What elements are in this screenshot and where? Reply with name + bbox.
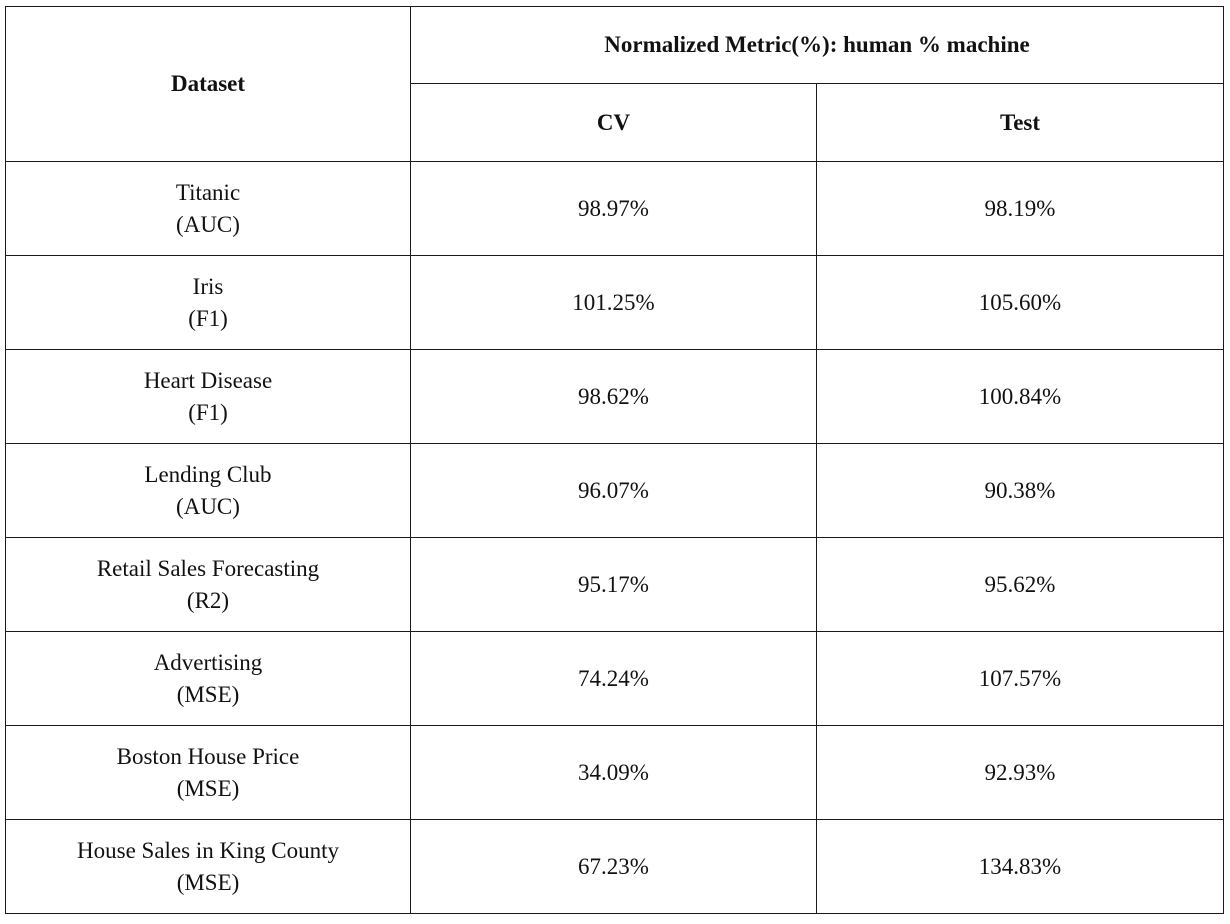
test-value: 92.93% (815, 725, 1225, 820)
test-value: 98.19% (815, 161, 1225, 256)
dataset-name: Titanic (175, 179, 241, 205)
dataset-cell: Retail Sales Forecasting (R2) (5, 537, 411, 632)
dataset-cell: Lending Club (AUC) (5, 443, 411, 538)
table-row: Titanic (AUC) 98.97% 98.19% (5, 161, 1225, 256)
dataset-cell: House Sales in King County (MSE) (5, 819, 411, 914)
header-row-2: CV Test (6, 83, 1225, 162)
test-value: 105.60% (815, 255, 1225, 350)
table-row: Retail Sales Forecasting (R2) 95.17% 95.… (5, 537, 1225, 632)
results-table: Dataset Normalized Metric(%): human % ma… (5, 6, 1225, 914)
dataset-cell: Titanic (AUC) (5, 161, 411, 256)
dataset-header: Dataset (5, 6, 411, 162)
test-value: 107.57% (815, 631, 1225, 726)
dataset-metric: (F1) (188, 399, 228, 425)
dataset-cell: Iris (F1) (5, 255, 411, 350)
test-header: Test (815, 83, 1225, 162)
test-value: 134.83% (815, 819, 1225, 914)
cv-value: 74.24% (410, 631, 817, 726)
table-row: Lending Club (AUC) 96.07% 90.38% (5, 443, 1225, 538)
cv-value: 95.17% (410, 537, 817, 632)
cv-value: 98.62% (410, 349, 817, 444)
dataset-name: Heart Disease (143, 367, 273, 393)
table-row: Boston House Price (MSE) 34.09% 92.93% (5, 725, 1225, 820)
dataset-name: Lending Club (144, 461, 272, 487)
dataset-metric: (MSE) (176, 681, 240, 707)
header-row-1: Dataset Normalized Metric(%): human % ma… (5, 6, 1225, 162)
cv-value: 98.97% (410, 161, 817, 256)
test-value: 95.62% (815, 537, 1225, 632)
dataset-name: Boston House Price (116, 743, 300, 769)
table-row: Heart Disease (F1) 98.62% 100.84% (5, 349, 1225, 444)
dataset-cell: Boston House Price (MSE) (5, 725, 411, 820)
test-value: 100.84% (815, 349, 1225, 444)
dataset-metric: (R2) (186, 587, 230, 613)
test-value: 90.38% (815, 443, 1225, 538)
cv-value: 96.07% (410, 443, 817, 538)
dataset-name: Advertising (153, 649, 263, 675)
dataset-name: Retail Sales Forecasting (96, 555, 320, 581)
dataset-metric: (AUC) (176, 493, 240, 519)
dataset-metric: (MSE) (176, 869, 240, 895)
dataset-cell: Advertising (MSE) (5, 631, 411, 726)
table-row: House Sales in King County (MSE) 67.23% … (5, 819, 1225, 914)
cv-value: 101.25% (410, 255, 817, 350)
table-row: Iris (F1) 101.25% 105.60% (5, 255, 1225, 350)
cv-value: 67.23% (410, 819, 817, 914)
dataset-metric: (F1) (188, 305, 228, 331)
dataset-name: House Sales in King County (77, 837, 339, 863)
dataset-metric: (MSE) (176, 775, 240, 801)
table-row: Advertising (MSE) 74.24% 107.57% (5, 631, 1225, 726)
dataset-name: Iris (192, 273, 224, 299)
cv-value: 34.09% (410, 725, 817, 820)
dataset-metric: (AUC) (176, 211, 240, 237)
dataset-cell: Heart Disease (F1) (5, 349, 411, 444)
normalized-metric-header: Normalized Metric(%): human % machine (409, 6, 1225, 84)
cv-header: CV (410, 83, 817, 162)
